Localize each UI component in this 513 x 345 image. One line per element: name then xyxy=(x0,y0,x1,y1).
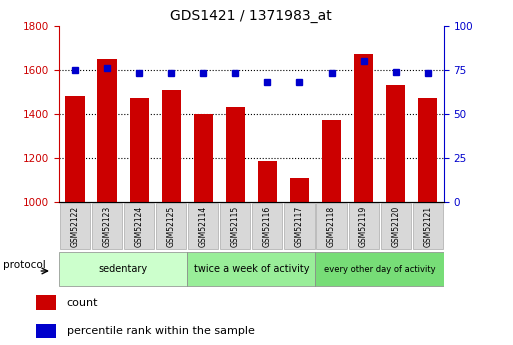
Text: twice a week of activity: twice a week of activity xyxy=(193,264,309,274)
Text: count: count xyxy=(67,298,98,308)
FancyBboxPatch shape xyxy=(60,203,90,249)
FancyBboxPatch shape xyxy=(317,203,347,249)
FancyBboxPatch shape xyxy=(348,203,379,249)
Text: GSM52123: GSM52123 xyxy=(103,205,112,247)
Bar xyxy=(66,96,85,202)
Text: GSM52117: GSM52117 xyxy=(295,205,304,247)
Bar xyxy=(354,55,373,202)
Text: every other day of activity: every other day of activity xyxy=(324,265,436,274)
FancyBboxPatch shape xyxy=(412,203,443,249)
Bar xyxy=(386,85,405,202)
Bar xyxy=(322,120,341,202)
Bar xyxy=(418,98,437,202)
Bar xyxy=(258,161,277,202)
Text: GSM52116: GSM52116 xyxy=(263,205,272,247)
Bar xyxy=(162,90,181,202)
Text: GSM52122: GSM52122 xyxy=(70,205,80,247)
Bar xyxy=(36,324,56,338)
FancyBboxPatch shape xyxy=(92,203,122,249)
Text: GSM52118: GSM52118 xyxy=(327,205,336,247)
FancyBboxPatch shape xyxy=(381,203,411,249)
FancyBboxPatch shape xyxy=(188,203,219,249)
FancyBboxPatch shape xyxy=(252,203,283,249)
FancyBboxPatch shape xyxy=(187,252,315,286)
Text: GSM52121: GSM52121 xyxy=(423,205,432,247)
Text: GSM52114: GSM52114 xyxy=(199,205,208,247)
Bar xyxy=(194,114,213,202)
FancyBboxPatch shape xyxy=(220,203,250,249)
Bar xyxy=(226,107,245,202)
FancyBboxPatch shape xyxy=(284,203,314,249)
Bar xyxy=(129,98,149,202)
Text: protocol: protocol xyxy=(3,260,46,270)
Bar xyxy=(36,295,56,310)
Text: GSM52119: GSM52119 xyxy=(359,205,368,247)
Text: GSM52120: GSM52120 xyxy=(391,205,400,247)
FancyBboxPatch shape xyxy=(124,203,154,249)
Title: GDS1421 / 1371983_at: GDS1421 / 1371983_at xyxy=(170,9,332,23)
Text: sedentary: sedentary xyxy=(98,264,148,274)
Text: GSM52125: GSM52125 xyxy=(167,205,176,247)
FancyBboxPatch shape xyxy=(156,203,186,249)
Text: GSM52124: GSM52124 xyxy=(134,205,144,247)
FancyBboxPatch shape xyxy=(315,252,444,286)
Bar xyxy=(97,59,116,202)
Bar xyxy=(290,178,309,202)
Text: GSM52115: GSM52115 xyxy=(231,205,240,247)
Text: percentile rank within the sample: percentile rank within the sample xyxy=(67,326,254,336)
FancyBboxPatch shape xyxy=(59,252,187,286)
